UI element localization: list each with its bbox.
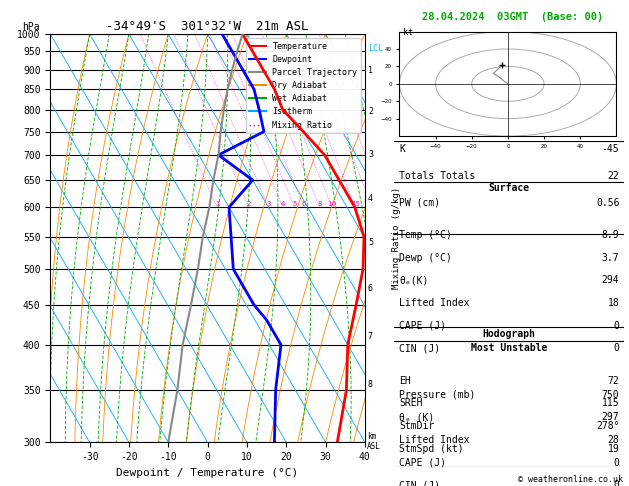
Text: © weatheronline.co.uk: © weatheronline.co.uk — [518, 474, 623, 484]
X-axis label: Dewpoint / Temperature (°C): Dewpoint / Temperature (°C) — [116, 468, 299, 478]
Text: -45: -45 — [602, 144, 620, 154]
Text: PW (cm): PW (cm) — [399, 198, 440, 208]
Text: 20: 20 — [368, 201, 377, 207]
Text: 8: 8 — [368, 380, 373, 389]
Text: Temp (°C): Temp (°C) — [399, 230, 452, 240]
Text: 6: 6 — [368, 284, 373, 293]
Text: 1: 1 — [368, 66, 373, 75]
Text: 28.04.2024  03GMT  (Base: 00): 28.04.2024 03GMT (Base: 00) — [422, 12, 603, 22]
Text: kt: kt — [403, 28, 413, 37]
Text: 0: 0 — [613, 344, 620, 353]
Text: 4: 4 — [281, 201, 285, 207]
Text: Mixing Ratio (g/kg): Mixing Ratio (g/kg) — [392, 187, 401, 289]
Text: θₑ(K): θₑ(K) — [399, 276, 428, 285]
Text: 115: 115 — [602, 399, 620, 408]
Text: Totals Totals: Totals Totals — [399, 171, 476, 181]
Text: StmDir: StmDir — [399, 421, 434, 431]
Text: 18: 18 — [608, 298, 620, 308]
Text: 6: 6 — [302, 201, 306, 207]
Text: Lifted Index: Lifted Index — [399, 435, 469, 445]
Text: 8: 8 — [318, 201, 322, 207]
Text: 0: 0 — [613, 480, 620, 486]
Text: 10: 10 — [328, 201, 337, 207]
Text: CIN (J): CIN (J) — [399, 344, 440, 353]
Text: CAPE (J): CAPE (J) — [399, 321, 446, 331]
Text: 5: 5 — [292, 201, 297, 207]
Text: LCL: LCL — [368, 44, 383, 53]
Text: 297: 297 — [602, 412, 620, 422]
Text: 0: 0 — [613, 321, 620, 331]
Text: θₑ (K): θₑ (K) — [399, 412, 434, 422]
Text: 15: 15 — [351, 201, 360, 207]
Text: 19: 19 — [608, 444, 620, 454]
Text: 72: 72 — [608, 376, 620, 386]
Text: 8.9: 8.9 — [602, 230, 620, 240]
Text: Hodograph: Hodograph — [482, 329, 536, 339]
Text: 294: 294 — [602, 276, 620, 285]
Text: 0: 0 — [613, 458, 620, 468]
Text: 28: 28 — [608, 435, 620, 445]
Text: 3.7: 3.7 — [602, 253, 620, 263]
Text: 1: 1 — [214, 201, 220, 207]
Text: 4: 4 — [368, 194, 373, 203]
Text: 3: 3 — [266, 201, 271, 207]
Legend: Temperature, Dewpoint, Parcel Trajectory, Dry Adiabat, Wet Adiabat, Isotherm, Mi: Temperature, Dewpoint, Parcel Trajectory… — [246, 38, 360, 133]
Title: -34°49'S  301°32'W  21m ASL: -34°49'S 301°32'W 21m ASL — [106, 20, 309, 33]
Text: 2: 2 — [247, 201, 251, 207]
Text: EH: EH — [399, 376, 411, 386]
Text: CIN (J): CIN (J) — [399, 480, 440, 486]
Text: 5: 5 — [368, 239, 373, 247]
Text: 7: 7 — [368, 332, 373, 341]
Text: Pressure (mb): Pressure (mb) — [399, 390, 476, 399]
Text: K: K — [399, 144, 405, 154]
Text: 22: 22 — [608, 171, 620, 181]
Text: Most Unstable: Most Unstable — [471, 343, 547, 353]
Text: CAPE (J): CAPE (J) — [399, 458, 446, 468]
Text: 3: 3 — [368, 150, 373, 159]
Text: Lifted Index: Lifted Index — [399, 298, 469, 308]
Text: StmSpd (kt): StmSpd (kt) — [399, 444, 464, 454]
Text: Dewp (°C): Dewp (°C) — [399, 253, 452, 263]
Text: Surface: Surface — [489, 183, 530, 193]
Text: km
ASL: km ASL — [367, 432, 381, 451]
Text: hPa: hPa — [22, 22, 40, 32]
Text: 2: 2 — [368, 107, 373, 116]
Text: 278°: 278° — [596, 421, 620, 431]
Text: 750: 750 — [602, 390, 620, 399]
Text: SREH: SREH — [399, 399, 423, 408]
Text: 0.56: 0.56 — [596, 198, 620, 208]
